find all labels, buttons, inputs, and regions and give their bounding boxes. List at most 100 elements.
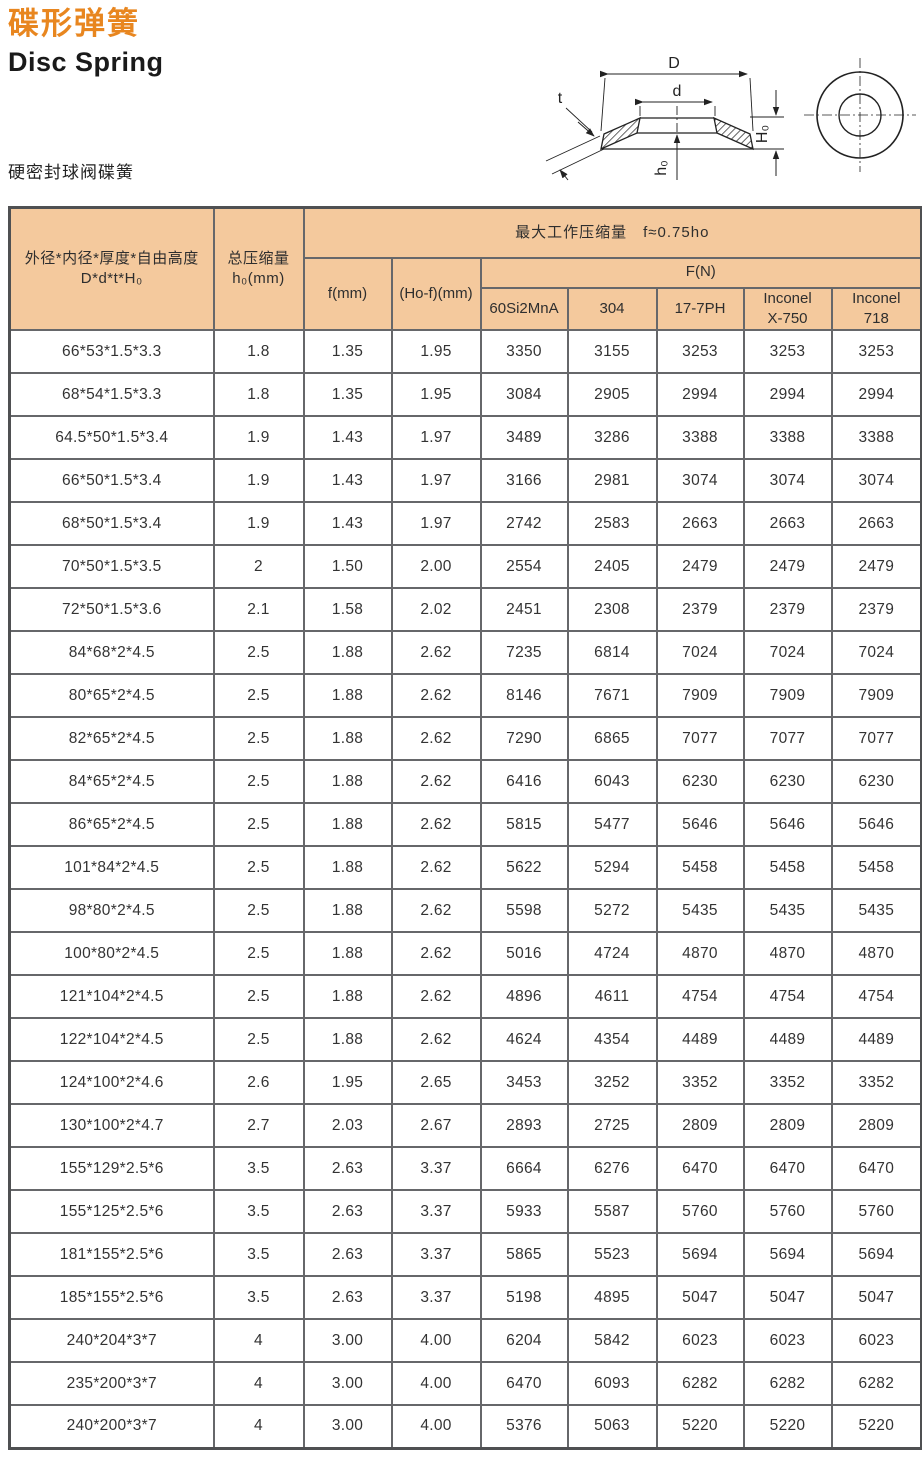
cell-force-inconel-718: 3253 xyxy=(830,329,922,374)
cell-f: 1.88 xyxy=(302,888,393,933)
cell-force-304: 2905 xyxy=(566,372,658,417)
cell-force-304: 6043 xyxy=(566,759,658,804)
cell-force-inconel-x750: 6282 xyxy=(742,1361,833,1406)
table-row: 235*200*3*7 4 3.00 4.00 6470 6093 6282 6282 6282 xyxy=(8,1361,922,1406)
table-row: 66*53*1.5*3.3 1.8 1.35 1.95 3350 3155 3253 3253… xyxy=(8,329,922,374)
disc-spring-diagram: D d t H₀ h₀ xyxy=(545,55,916,181)
cell-total-compression: 3.5 xyxy=(212,1146,305,1191)
page-header: 碟形弹簧 Disc Spring 硬密封球阀碟簧 xyxy=(8,6,920,206)
cell-force-60si2mna: 2451 xyxy=(479,587,569,632)
cell-force-inconel-718: 5646 xyxy=(830,802,922,847)
cell-f: 1.88 xyxy=(302,759,393,804)
cell-total-compression: 3.5 xyxy=(212,1232,305,1277)
cell-force-304: 4611 xyxy=(566,974,658,1019)
cell-force-17-7ph: 5760 xyxy=(655,1189,745,1234)
label-cone-height: h₀ xyxy=(653,160,670,176)
cell-force-inconel-718: 5458 xyxy=(830,845,922,890)
cell-force-60si2mna: 5598 xyxy=(479,888,569,933)
cell-force-inconel-x750: 4870 xyxy=(742,931,833,976)
cell-force-inconel-x750: 2379 xyxy=(742,587,833,632)
cell-total-compression: 1.9 xyxy=(212,501,305,546)
cell-force-inconel-718: 7077 xyxy=(830,716,922,761)
cell-ho-minus-f: 2.62 xyxy=(390,802,482,847)
cell-force-60si2mna: 7235 xyxy=(479,630,569,675)
cell-force-304: 5063 xyxy=(566,1404,658,1449)
cell-force-17-7ph: 4489 xyxy=(655,1017,745,1062)
cell-f: 1.88 xyxy=(302,630,393,675)
header-material-60si2mna: 60Si2MnA xyxy=(479,286,569,331)
cell-dimensions: 240*204*3*7 xyxy=(8,1318,215,1363)
cell-dimensions: 100*80*2*4.5 xyxy=(8,931,215,976)
cell-force-60si2mna: 4896 xyxy=(479,974,569,1019)
cell-force-60si2mna: 3489 xyxy=(479,415,569,460)
cell-ho-minus-f: 2.62 xyxy=(390,1017,482,1062)
cross-section-view xyxy=(545,70,784,181)
cell-force-17-7ph: 2994 xyxy=(655,372,745,417)
cell-dimensions: 70*50*1.5*3.5 xyxy=(8,544,215,589)
table-row: 100*80*2*4.5 2.5 1.88 2.62 5016 4724 4870 4870 4… xyxy=(8,931,922,976)
cell-force-304: 5272 xyxy=(566,888,658,933)
cell-f: 1.88 xyxy=(302,845,393,890)
cell-force-17-7ph: 5047 xyxy=(655,1275,745,1320)
spec-table-body: 66*53*1.5*3.3 1.8 1.35 1.95 3350 3155 3253 3253… xyxy=(8,329,922,1449)
cell-force-inconel-x750: 2663 xyxy=(742,501,833,546)
page-title-english: Disc Spring xyxy=(8,46,164,77)
cell-force-17-7ph: 7909 xyxy=(655,673,745,718)
cell-dimensions: 185*155*2.5*6 xyxy=(8,1275,215,1320)
cell-force-60si2mna: 2554 xyxy=(479,544,569,589)
table-row: 80*65*2*4.5 2.5 1.88 2.62 8146 7671 7909 7909 79… xyxy=(8,673,922,718)
cell-dimensions: 155*125*2.5*6 xyxy=(8,1189,215,1234)
cell-total-compression: 4 xyxy=(212,1318,305,1363)
cell-force-inconel-718: 6230 xyxy=(830,759,922,804)
cell-force-inconel-718: 3388 xyxy=(830,415,922,460)
header-dimensions: 外径*内径*厚度*自由高度 D*d*t*H₀ xyxy=(8,206,215,331)
cell-dimensions: 124*100*2*4.6 xyxy=(8,1060,215,1105)
cell-f: 2.03 xyxy=(302,1103,393,1148)
cell-force-inconel-x750: 5435 xyxy=(742,888,833,933)
cell-ho-minus-f: 1.97 xyxy=(390,458,482,503)
cell-total-compression: 2 xyxy=(212,544,305,589)
cell-total-compression: 3.5 xyxy=(212,1275,305,1320)
cell-force-304: 5294 xyxy=(566,845,658,890)
cell-force-17-7ph: 6470 xyxy=(655,1146,745,1191)
cell-force-inconel-718: 3074 xyxy=(830,458,922,503)
label-thickness: t xyxy=(558,90,563,107)
cell-total-compression: 2.5 xyxy=(212,974,305,1019)
cell-force-inconel-x750: 4754 xyxy=(742,974,833,1019)
cell-force-inconel-x750: 3253 xyxy=(742,329,833,374)
cell-force-inconel-718: 4489 xyxy=(830,1017,922,1062)
header-total-compression: 总压缩量 h₀(mm) xyxy=(212,206,305,331)
cell-force-17-7ph: 5435 xyxy=(655,888,745,933)
cell-f: 2.63 xyxy=(302,1146,393,1191)
cell-force-inconel-x750: 2994 xyxy=(742,372,833,417)
table-row: 64.5*50*1.5*3.4 1.9 1.43 1.97 3489 3286 3388 33… xyxy=(8,415,922,460)
cell-dimensions: 68*54*1.5*3.3 xyxy=(8,372,215,417)
cell-total-compression: 2.5 xyxy=(212,888,305,933)
cell-force-60si2mna: 6204 xyxy=(479,1318,569,1363)
cell-dimensions: 86*65*2*4.5 xyxy=(8,802,215,847)
header-max-working-compression: 最大工作压缩量 f≈0.75ho xyxy=(302,206,922,259)
cell-dimensions: 68*50*1.5*3.4 xyxy=(8,501,215,546)
cell-dimensions: 101*84*2*4.5 xyxy=(8,845,215,890)
table-row: 84*65*2*4.5 2.5 1.88 2.62 6416 6043 6230 6230 62… xyxy=(8,759,922,804)
cell-f: 2.63 xyxy=(302,1232,393,1277)
cell-force-60si2mna: 6664 xyxy=(479,1146,569,1191)
cell-f: 1.88 xyxy=(302,931,393,976)
cell-dimensions: 240*200*3*7 xyxy=(8,1404,215,1449)
cell-ho-minus-f: 1.97 xyxy=(390,501,482,546)
cell-dimensions: 130*100*2*4.7 xyxy=(8,1103,215,1148)
cell-force-inconel-718: 2994 xyxy=(830,372,922,417)
cell-total-compression: 1.8 xyxy=(212,372,305,417)
cell-dimensions: 98*80*2*4.5 xyxy=(8,888,215,933)
cell-force-inconel-x750: 7077 xyxy=(742,716,833,761)
cell-force-inconel-718: 2379 xyxy=(830,587,922,632)
cell-f: 1.43 xyxy=(302,458,393,503)
cell-f: 1.88 xyxy=(302,802,393,847)
cell-total-compression: 2.6 xyxy=(212,1060,305,1105)
section-subtitle: 硬密封球阀碟簧 xyxy=(8,163,134,182)
cell-f: 1.35 xyxy=(302,329,393,374)
cell-force-60si2mna: 3166 xyxy=(479,458,569,503)
cell-force-60si2mna: 3084 xyxy=(479,372,569,417)
table-row: 66*50*1.5*3.4 1.9 1.43 1.97 3166 2981 3074 3074… xyxy=(8,458,922,503)
